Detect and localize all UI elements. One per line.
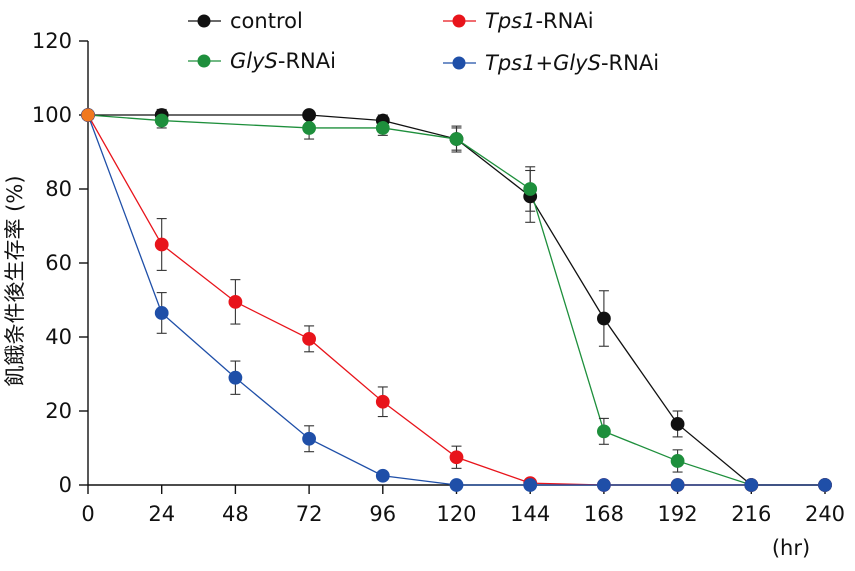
legend-label-part: GlyS [553,51,601,75]
data-point-3 [597,478,611,492]
x-tick-label: 96 [369,502,396,526]
x-tick-label: 72 [296,502,323,526]
series-line-1 [87,114,825,486]
x-tick-label: 216 [731,502,771,526]
legend-entry-0: control [188,9,303,33]
x-tick-label: 168 [584,502,624,526]
data-point-3 [818,478,832,492]
legend-label: Tps1+GlyS-RNAi [485,51,659,75]
x-tick-label: 144 [510,502,550,526]
y-tick-label: 20 [45,399,72,423]
data-point-3 [302,431,317,446]
data-point-1 [154,113,169,128]
legend-label-part: control [230,9,303,33]
y-tick-label: 40 [45,325,72,349]
legend-marker [197,54,211,68]
legend-label-part: GlyS [230,49,278,73]
legend-marker [452,56,466,70]
data-point-1 [375,121,390,135]
legend-label: control [230,9,303,33]
data-point-3 [744,478,759,492]
legend-entry-1: GlyS-RNAi [188,49,336,73]
data-point-0 [302,108,317,122]
series-line-2 [87,114,825,486]
x-tick-label: 48 [222,502,249,526]
series-line-0 [88,114,825,486]
legend-label-part: -RNAi [601,51,659,75]
y-tick-label: 80 [45,177,72,201]
x-tick-label: 120 [436,502,476,526]
data-point-0 [670,417,685,431]
data-point-2 [375,394,390,409]
y-tick-label: 60 [45,251,72,275]
start-data-point [81,108,95,122]
data-point-0 [597,311,611,326]
x-tick-label: 0 [81,502,94,526]
y-tick-label: 0 [59,473,72,497]
data-point-3 [228,370,243,385]
data-point-3 [154,306,169,320]
data-point-2 [154,237,169,252]
legend-marker [452,14,466,28]
x-axis-title: (hr) [772,536,810,560]
data-point-1 [523,182,538,196]
data-point-2 [302,331,317,346]
y-tick-label: 100 [32,103,72,127]
series-line-3 [87,114,825,486]
data-point-3 [375,468,390,483]
x-tick-label: 240 [805,502,845,526]
legend-label-part: -RNAi [535,9,593,33]
legend-entry-2: Tps1-RNAi [443,9,594,33]
data-point-1 [449,132,464,146]
axes-layer: 0 20 40 60 80 100 120 0 24 48 72 96 120 144 168 192 216 2… [3,29,845,560]
legend-label: Tps1-RNAi [485,9,594,33]
legend-label-part: + [535,51,553,75]
legend-label-part: Tps1 [485,9,535,33]
legend-label-part: -RNAi [278,49,336,73]
series-layer [81,108,832,492]
data-point-1 [597,424,611,439]
data-point-3 [449,478,464,492]
legend-entry-3: Tps1+GlyS-RNAi [443,51,659,75]
data-point-3 [523,478,538,492]
data-point-2 [228,294,243,309]
legend-label: GlyS-RNAi [230,49,336,73]
data-point-1 [670,454,685,468]
legend-marker [197,14,211,28]
legend-label-part: Tps1 [485,51,535,75]
data-point-2 [449,450,464,465]
x-tick-label: 192 [658,502,698,526]
y-axis-title: 飢餓条件後生存率 (%) [3,175,27,386]
data-point-1 [302,121,317,135]
x-tick-label: 24 [148,502,175,526]
y-tick-label: 120 [32,29,72,53]
data-point-3 [670,478,685,492]
